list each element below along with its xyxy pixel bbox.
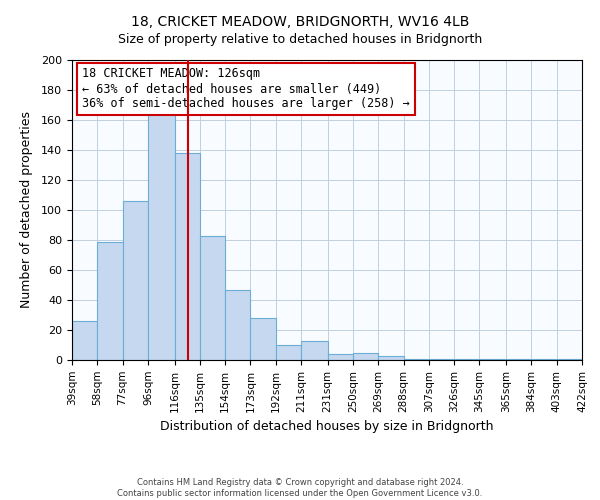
Bar (72, 321, 97, 360)
Bar (429, 358, 454, 360)
Text: 18, CRICKET MEADOW, BRIDGNORTH, WV16 4LB: 18, CRICKET MEADOW, BRIDGNORTH, WV16 4LB (131, 15, 469, 29)
Bar (378, 356, 404, 360)
Bar (301, 340, 328, 360)
Bar (404, 358, 429, 360)
Bar (506, 358, 532, 360)
Bar (122, 201, 148, 360)
Bar (276, 345, 301, 360)
Bar (225, 290, 250, 360)
Text: 18 CRICKET MEADOW: 126sqm
← 63% of detached houses are smaller (449)
36% of semi: 18 CRICKET MEADOW: 126sqm ← 63% of detac… (82, 68, 410, 110)
Bar (479, 358, 506, 360)
Bar (532, 358, 557, 360)
Bar (175, 153, 200, 360)
Text: Size of property relative to detached houses in Bridgnorth: Size of property relative to detached ho… (118, 32, 482, 46)
X-axis label: Distribution of detached houses by size in Bridgnorth: Distribution of detached houses by size … (160, 420, 494, 433)
Text: Contains HM Land Registry data © Crown copyright and database right 2024.
Contai: Contains HM Land Registry data © Crown c… (118, 478, 482, 498)
Bar (250, 318, 276, 360)
Bar (557, 358, 582, 360)
Bar (148, 112, 175, 360)
Y-axis label: Number of detached properties: Number of detached properties (20, 112, 33, 308)
Bar (454, 358, 479, 360)
Bar (200, 236, 225, 360)
Bar (353, 352, 378, 360)
Bar (97, 242, 122, 360)
Bar (328, 354, 353, 360)
